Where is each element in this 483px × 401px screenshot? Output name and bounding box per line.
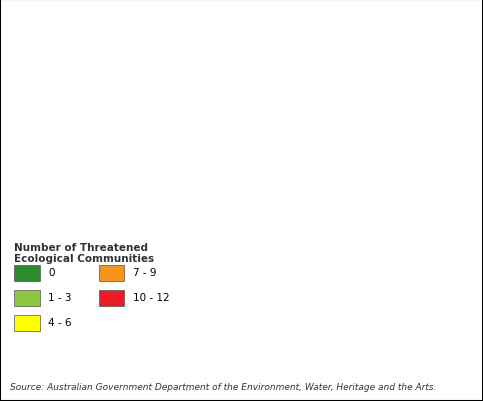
Text: 1 - 3: 1 - 3 — [48, 292, 72, 302]
FancyBboxPatch shape — [99, 266, 125, 282]
FancyBboxPatch shape — [14, 266, 40, 282]
Text: 0: 0 — [48, 267, 55, 277]
FancyBboxPatch shape — [99, 290, 125, 306]
Text: 10 - 12: 10 - 12 — [133, 292, 170, 302]
Text: 4 - 6: 4 - 6 — [48, 317, 72, 327]
Text: Source: Australian Government Department of the Environment, Water, Heritage and: Source: Australian Government Department… — [10, 382, 436, 391]
FancyBboxPatch shape — [14, 315, 40, 331]
Text: Number of Threatened
Ecological Communities: Number of Threatened Ecological Communit… — [14, 242, 155, 264]
FancyBboxPatch shape — [14, 290, 40, 306]
Text: 7 - 9: 7 - 9 — [133, 267, 156, 277]
